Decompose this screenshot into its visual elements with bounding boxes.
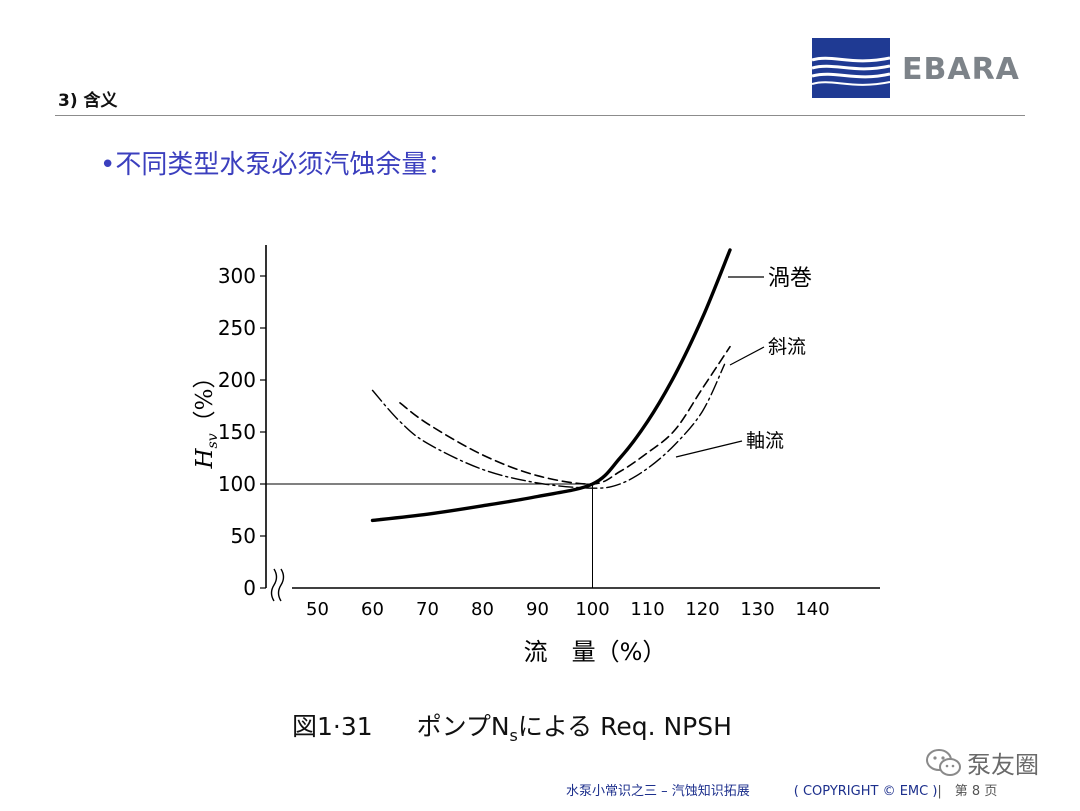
header-divider [55, 115, 1025, 116]
axis-break-mark [277, 568, 285, 602]
x-axis-label: 流 量（%） [524, 638, 667, 666]
y-tick-label: 150 [218, 420, 256, 444]
series-label: 斜流 [768, 336, 806, 358]
footer: 水泵小常识之三 – 汽蚀知识拓展 ( COPYRIGHT © EMC )| 第 8… [566, 780, 997, 799]
axis-break-mark [270, 568, 278, 602]
footer-doc-title: 水泵小常识之三 – 汽蚀知识拓展 [566, 784, 750, 799]
x-tick-label: 110 [630, 599, 664, 620]
series-line-2 [399, 345, 731, 485]
chart-series [370, 248, 765, 523]
x-tick-label: 130 [740, 599, 774, 620]
ebara-logo-mark [812, 38, 890, 98]
y-tick-label: 50 [231, 524, 256, 548]
npsh-chart: 0 50 100 150 200 250 300 50 60 70 80 90 100 110 120 130… [192, 245, 880, 666]
y-tick-label: 300 [218, 264, 256, 288]
watermark: 泵友圈 [925, 745, 1039, 780]
company-logo: EBARA [812, 38, 1027, 102]
section-title: 3) 含义 [58, 91, 118, 111]
figure-label: 図1·31 [292, 712, 373, 741]
y-tick-label: 0 [243, 576, 256, 600]
x-tick-label: 50 [306, 599, 329, 620]
footer-page: | 第 8 页 [937, 784, 998, 799]
footer-copyright: ( COPYRIGHT © EMC ) [793, 784, 938, 799]
chart-ticks: 0 50 100 150 200 250 300 50 60 70 80 90 100 110 120 130… [218, 264, 830, 620]
series-label: 軸流 [746, 430, 784, 452]
x-tick-label: 120 [685, 599, 719, 620]
x-tick-label: 80 [471, 599, 494, 620]
caption-subscript: s [509, 726, 518, 745]
watermark-text: 泵友圈 [967, 751, 1039, 779]
series-line-1 [370, 248, 732, 523]
series-leader-line [675, 440, 743, 458]
y-tick-label: 100 [218, 472, 256, 496]
series-label: 渦巻 [768, 266, 812, 291]
caption-prefix: ポンプN [416, 712, 510, 741]
caption-suffix: による Req. NPSH [517, 712, 732, 741]
y-tick-label: 250 [218, 316, 256, 340]
series-line-3 [371, 363, 726, 489]
x-tick-label: 140 [795, 599, 829, 620]
wechat-icon [926, 748, 961, 776]
x-tick-label: 100 [575, 599, 609, 620]
x-tick-label: 70 [416, 599, 439, 620]
logo-wordmark: EBARA [902, 52, 1020, 87]
x-tick-label: 90 [526, 599, 549, 620]
bullet-text: •不同类型水泵必须汽蚀余量： [100, 150, 454, 180]
figure-caption: 図1·31 ポンプNsによる Req. NPSH [292, 707, 732, 745]
chart-axes [265, 245, 880, 602]
y-tick-label: 200 [218, 368, 256, 392]
series-leader-line [729, 346, 765, 366]
x-tick-label: 60 [361, 599, 384, 620]
y-axis-label: Hsv（%） [192, 365, 221, 469]
